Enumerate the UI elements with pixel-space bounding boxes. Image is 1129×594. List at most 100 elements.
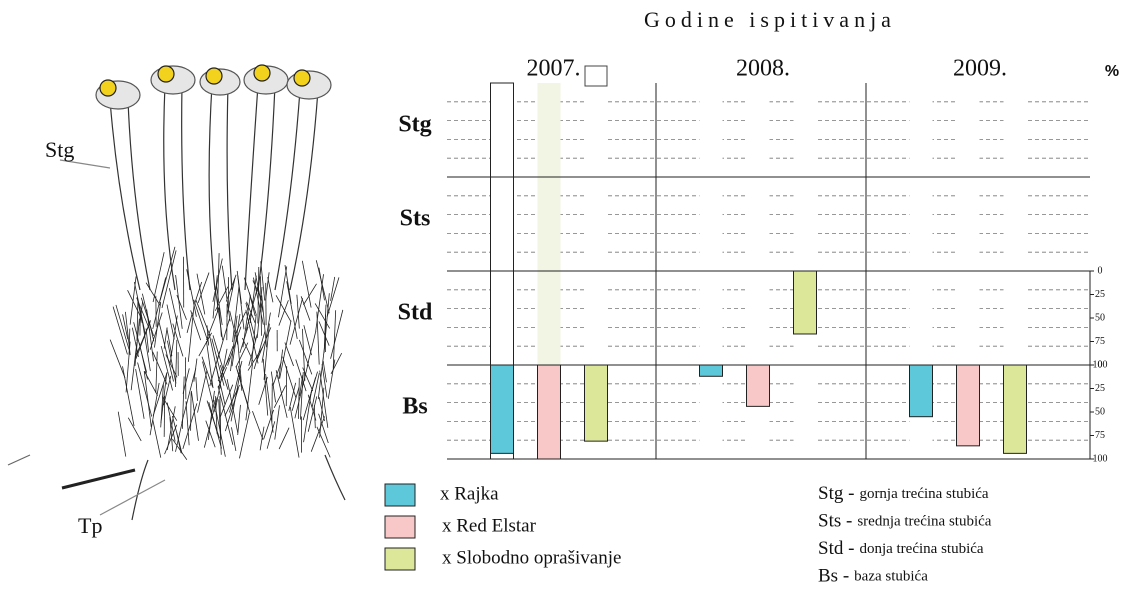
note-text: gornja trećina stubića <box>859 486 988 502</box>
hair <box>314 303 331 329</box>
arrow-stg <box>59 159 111 169</box>
hair <box>166 406 176 451</box>
hair <box>135 322 151 357</box>
y-tick-label: 50 <box>1095 406 1105 417</box>
hair <box>303 389 313 443</box>
illustration-label: Tp <box>78 513 102 538</box>
hair <box>318 321 330 346</box>
hair <box>295 359 307 392</box>
hair <box>152 419 162 458</box>
hair <box>169 416 174 452</box>
hair <box>278 300 289 326</box>
hair <box>302 328 306 381</box>
unit-label: % <box>1105 63 1119 80</box>
hair <box>224 384 240 417</box>
zone-label: Std <box>398 300 433 326</box>
y-tick-label: 0 <box>1098 359 1103 370</box>
hair <box>270 371 276 403</box>
bar <box>699 364 723 377</box>
hair <box>144 371 158 396</box>
hair <box>190 310 202 341</box>
y-tick-label: 100 <box>1093 453 1108 464</box>
bar <box>956 364 980 447</box>
hair <box>226 379 239 433</box>
note: Std - donja trećina stubića <box>818 538 984 559</box>
hair <box>193 299 209 344</box>
hair <box>117 411 127 457</box>
hair <box>252 411 264 440</box>
note: Stg - gornja trećina stubića <box>818 483 989 504</box>
hair <box>242 337 254 362</box>
zone-label: Sts <box>400 206 431 232</box>
hair <box>175 422 183 452</box>
hair <box>254 272 264 313</box>
bar <box>909 364 933 418</box>
hair <box>238 365 243 391</box>
hair <box>190 390 199 441</box>
hair <box>145 282 161 307</box>
hair <box>315 260 330 314</box>
hair <box>166 402 176 442</box>
hair <box>159 246 176 301</box>
hair <box>266 421 276 449</box>
hair <box>307 396 318 432</box>
hair <box>217 386 234 445</box>
hair <box>172 438 188 461</box>
hair <box>212 335 224 371</box>
hair <box>231 427 237 451</box>
y-tick-label: 50 <box>1095 312 1105 323</box>
zone-label: Bs <box>402 394 427 420</box>
hair <box>247 346 264 371</box>
note: Bs - baza stubića <box>818 566 928 587</box>
hair <box>294 361 310 419</box>
hair <box>181 376 185 429</box>
hair <box>318 397 325 422</box>
hair <box>208 402 222 449</box>
y-tick-label: 75 <box>1095 336 1105 347</box>
legend-swatch <box>384 515 416 539</box>
hair <box>321 364 328 398</box>
hair <box>133 322 148 373</box>
hair <box>257 327 272 360</box>
hair <box>197 370 208 413</box>
stroke-mark <box>7 454 31 466</box>
hair <box>127 290 142 318</box>
hair <box>332 310 337 369</box>
note: Sts - srednja trećina stubića <box>818 511 992 532</box>
hairs <box>109 246 344 461</box>
year-label: 2008. <box>736 56 790 82</box>
column-shade <box>537 83 561 365</box>
hair <box>226 277 236 317</box>
zone-label: Stg <box>398 112 431 138</box>
hair <box>145 328 150 353</box>
hair <box>330 276 336 301</box>
hair <box>260 276 262 336</box>
hair <box>221 265 231 322</box>
hair <box>301 260 312 308</box>
hair <box>215 348 228 408</box>
hair <box>149 382 160 436</box>
hair <box>160 345 173 391</box>
y-tick-label: 0 <box>1098 265 1103 276</box>
hair <box>213 399 226 457</box>
y-tick-label: 25 <box>1095 289 1105 300</box>
hair <box>275 295 292 323</box>
hair <box>122 314 129 340</box>
hair <box>195 377 198 401</box>
hair <box>267 277 274 303</box>
bar <box>584 364 608 442</box>
hair <box>186 312 193 333</box>
note-text: donja trećina stubića <box>859 541 983 557</box>
bar <box>1003 364 1027 454</box>
hair <box>112 306 128 355</box>
hair <box>260 261 266 301</box>
bar <box>793 270 817 335</box>
hair <box>245 302 257 341</box>
hair <box>217 253 220 313</box>
hair <box>194 281 203 305</box>
hair <box>239 412 250 459</box>
legend-swatch <box>384 483 416 507</box>
hair <box>236 369 251 414</box>
legend-swatch <box>384 547 416 571</box>
hair <box>219 364 229 390</box>
